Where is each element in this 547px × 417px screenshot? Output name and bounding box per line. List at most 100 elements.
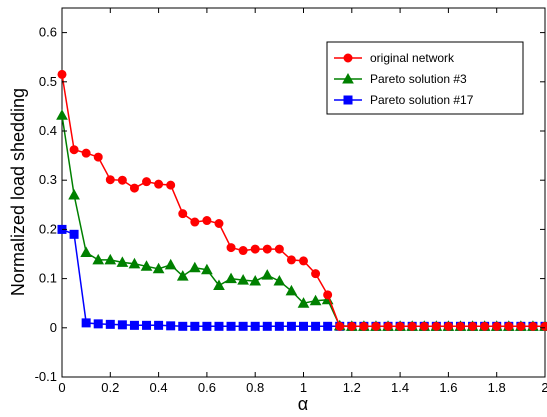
data-point — [455, 321, 465, 331]
legend-entry: Pareto solution #3 — [370, 72, 467, 86]
data-point — [93, 319, 103, 329]
data-point — [443, 321, 453, 331]
data-point — [176, 270, 189, 281]
data-point — [68, 188, 80, 200]
data-point — [92, 253, 105, 265]
data-point — [69, 145, 79, 155]
data-point — [335, 321, 345, 331]
data-point — [117, 175, 127, 185]
x-tick-label: 1.8 — [488, 380, 506, 395]
data-point — [81, 148, 91, 158]
data-point — [286, 321, 296, 331]
data-point — [105, 175, 115, 185]
x-tick-label: 0.2 — [101, 380, 119, 395]
y-tick-label: 0.5 — [39, 74, 57, 89]
data-point — [299, 256, 308, 266]
data-point — [274, 244, 284, 254]
data-point — [238, 246, 248, 256]
x-tick-label: 1.4 — [391, 380, 409, 395]
data-point — [250, 321, 260, 331]
data-point — [311, 321, 321, 331]
y-tick-label: 0.4 — [39, 123, 57, 138]
data-point — [129, 183, 139, 193]
data-point — [178, 209, 188, 219]
data-point — [347, 321, 357, 331]
x-tick-label: 0 — [58, 380, 65, 395]
data-point — [480, 321, 490, 331]
data-point — [140, 260, 153, 271]
data-point — [166, 180, 176, 190]
x-tick-label: 0.8 — [246, 380, 264, 395]
x-tick-label: 2 — [541, 380, 547, 395]
x-tick-label: 0.6 — [198, 380, 216, 395]
data-point — [201, 263, 213, 275]
data-point — [202, 216, 212, 226]
data-point — [166, 321, 176, 331]
x-tick-label: 1.6 — [439, 380, 457, 395]
y-tick-label: 0.3 — [39, 172, 57, 187]
data-point — [309, 294, 322, 306]
data-point — [142, 177, 152, 187]
data-point — [323, 290, 333, 300]
data-point — [285, 284, 298, 296]
data-point — [286, 255, 296, 265]
series-layer — [56, 69, 547, 331]
x-axis-label: α — [298, 394, 308, 414]
data-point — [395, 321, 405, 331]
legend-box — [326, 41, 524, 115]
data-point — [371, 321, 381, 331]
data-point — [213, 279, 225, 290]
data-point — [492, 321, 502, 331]
data-point — [154, 320, 164, 330]
data-point — [214, 218, 224, 228]
data-point — [57, 69, 67, 79]
data-point — [104, 253, 117, 265]
legend: original network Pareto solution #3 Pareto… — [326, 41, 524, 115]
data-point — [190, 217, 200, 227]
data-point — [164, 258, 177, 270]
data-point — [105, 319, 115, 329]
data-point — [226, 243, 236, 253]
legend-marker — [342, 72, 354, 84]
data-point — [407, 321, 417, 331]
series-0 — [57, 69, 547, 331]
data-point — [262, 321, 272, 331]
y-axis-label: Normalized load shedding — [8, 88, 28, 296]
data-point — [274, 321, 284, 331]
data-point — [237, 274, 249, 285]
data-point — [80, 246, 92, 258]
y-tick-label: 0.2 — [39, 221, 57, 236]
data-point — [419, 321, 429, 331]
legend-entry: original network — [370, 51, 455, 65]
data-point — [383, 321, 393, 331]
data-point — [81, 318, 91, 328]
legend-marker — [343, 95, 353, 105]
data-point — [116, 256, 129, 267]
data-point — [178, 321, 188, 331]
data-point — [261, 269, 274, 280]
axis-layer: 0 0.2 0.4 0.6 0.8 1 1.2 1.4 1.6 1.8 2-0.100.10.20.… — [35, 8, 547, 395]
data-point — [540, 321, 547, 331]
data-point — [262, 244, 272, 254]
data-point — [249, 275, 262, 286]
data-point — [142, 320, 152, 330]
data-point — [516, 321, 526, 331]
x-tick-label: 1.2 — [343, 380, 361, 395]
data-point — [69, 229, 79, 239]
data-point — [188, 261, 201, 273]
y-tick-label: 0 — [50, 320, 57, 335]
data-point — [359, 321, 369, 331]
data-point — [431, 321, 441, 331]
data-point — [504, 321, 514, 331]
data-point — [297, 297, 310, 308]
data-point — [129, 320, 139, 330]
data-point — [238, 321, 248, 331]
data-point — [311, 269, 321, 279]
y-tick-label: 0.1 — [39, 271, 57, 286]
data-point — [202, 321, 212, 331]
legend-marker — [343, 53, 353, 63]
x-tick-label: 1 — [300, 380, 307, 395]
data-point — [152, 262, 165, 274]
data-point — [273, 275, 286, 286]
